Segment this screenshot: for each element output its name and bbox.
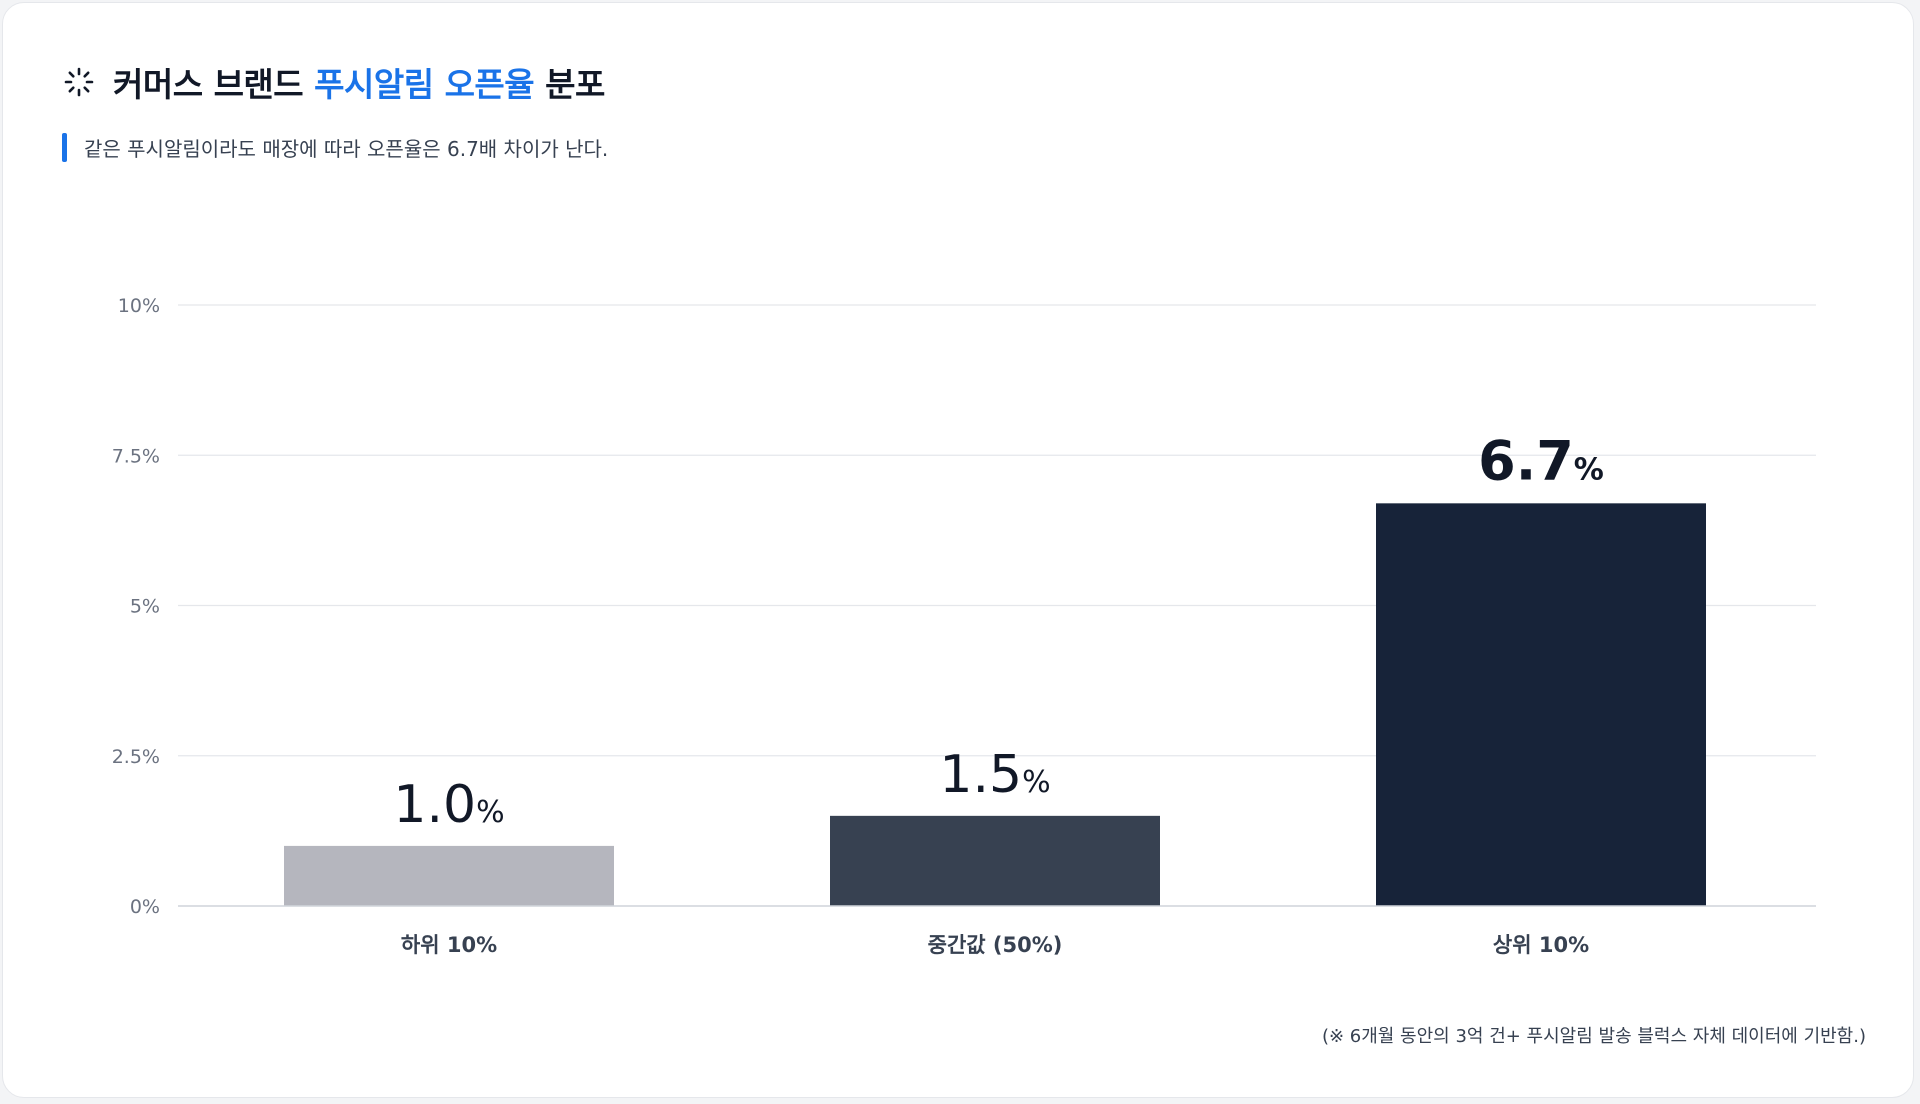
loading-spinner-icon bbox=[64, 67, 94, 97]
data-label: 1.5% bbox=[939, 745, 1050, 805]
y-tick-label: 5% bbox=[130, 596, 160, 618]
title-prefix: 커머스 브랜드 bbox=[113, 65, 315, 104]
footnote: (※ 6개월 동안의 3억 건+ 푸시알림 발송 블럭스 자체 데이터에 기반함… bbox=[1321, 1026, 1866, 1047]
data-label: 6.7% bbox=[1478, 429, 1604, 492]
data-label: 1.0% bbox=[393, 775, 504, 835]
x-tick-label: 중간값 (50%) bbox=[928, 933, 1063, 957]
title-accent: 푸시알림 오픈율 bbox=[314, 65, 535, 104]
subtitle: 같은 푸시알림이라도 매장에 따라 오픈율은 6.7배 차이가 난다. bbox=[84, 136, 609, 161]
x-tick-label: 하위 10% bbox=[401, 933, 497, 957]
bar bbox=[1376, 503, 1706, 906]
bar bbox=[284, 845, 614, 906]
title-suffix: 분포 bbox=[534, 65, 605, 104]
y-tick-label: 7.5% bbox=[112, 445, 160, 467]
title-row: 커머스 브랜드 푸시알림 오픈율 분포 bbox=[63, 59, 605, 105]
x-tick-label: 상위 10% bbox=[1493, 933, 1589, 957]
page-title: 커머스 브랜드 푸시알림 오픈율 분포 bbox=[113, 58, 605, 106]
y-tick-label: 0% bbox=[130, 896, 160, 918]
subtitle-row: 같은 푸시알림이라도 매장에 따라 오픈율은 6.7배 차이가 난다. bbox=[62, 131, 608, 163]
y-tick-label: 10% bbox=[118, 295, 160, 317]
subtitle-accent-bar bbox=[62, 132, 67, 162]
bar bbox=[830, 815, 1160, 906]
y-tick-label: 2.5% bbox=[112, 746, 160, 768]
